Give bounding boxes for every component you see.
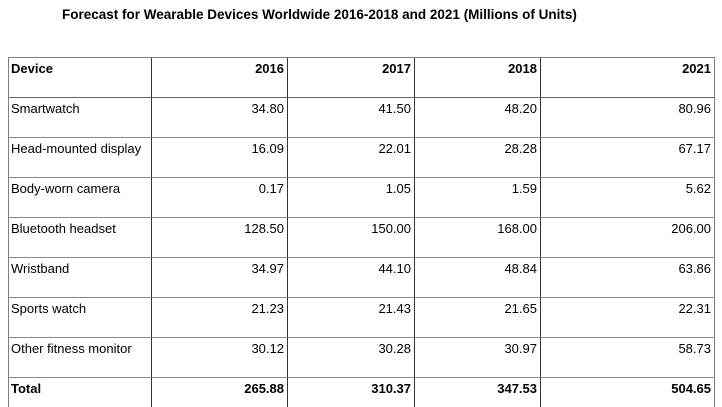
total-label-cell: Total	[9, 378, 152, 407]
table-row: Wristband 34.97 44.10 48.84 63.86	[9, 258, 715, 298]
value-cell: 28.28	[415, 138, 541, 178]
device-cell: Bluetooth headset	[9, 218, 152, 258]
table-row: Smartwatch 34.80 41.50 48.20 80.96	[9, 98, 715, 138]
value-cell: 30.12	[152, 338, 288, 378]
value-cell: 34.80	[152, 98, 288, 138]
value-cell: 30.28	[288, 338, 415, 378]
value-cell: 22.31	[541, 298, 715, 338]
device-cell: Head-mounted display	[9, 138, 152, 178]
value-cell: 206.00	[541, 218, 715, 258]
total-row: Total 265.88 310.37 347.53 504.65	[9, 378, 715, 407]
value-cell: 21.43	[288, 298, 415, 338]
value-cell: 67.17	[541, 138, 715, 178]
value-cell: 1.05	[288, 178, 415, 218]
value-cell: 48.84	[415, 258, 541, 298]
column-header-2017: 2017	[288, 58, 415, 98]
value-cell: 21.23	[152, 298, 288, 338]
value-cell: 16.09	[152, 138, 288, 178]
value-cell: 80.96	[541, 98, 715, 138]
column-header-2021: 2021	[541, 58, 715, 98]
value-cell: 41.50	[288, 98, 415, 138]
total-value-cell: 310.37	[288, 378, 415, 407]
total-value-cell: 347.53	[415, 378, 541, 407]
value-cell: 1.59	[415, 178, 541, 218]
value-cell: 150.00	[288, 218, 415, 258]
value-cell: 0.17	[152, 178, 288, 218]
value-cell: 30.97	[415, 338, 541, 378]
column-header-2016: 2016	[152, 58, 288, 98]
value-cell: 58.73	[541, 338, 715, 378]
total-value-cell: 265.88	[152, 378, 288, 407]
column-header-2018: 2018	[415, 58, 541, 98]
value-cell: 63.86	[541, 258, 715, 298]
value-cell: 5.62	[541, 178, 715, 218]
device-cell: Other fitness monitor	[9, 338, 152, 378]
value-cell: 168.00	[415, 218, 541, 258]
table-title: Forecast for Wearable Devices Worldwide …	[62, 7, 577, 22]
device-cell: Smartwatch	[9, 98, 152, 138]
value-cell: 22.01	[288, 138, 415, 178]
device-cell: Sports watch	[9, 298, 152, 338]
table-row: Head-mounted display 16.09 22.01 28.28 6…	[9, 138, 715, 178]
device-cell: Wristband	[9, 258, 152, 298]
header-row: Device 2016 2017 2018 2021	[9, 58, 715, 98]
value-cell: 44.10	[288, 258, 415, 298]
forecast-table: Device 2016 2017 2018 2021 Smartwatch 34…	[8, 57, 715, 407]
device-cell: Body-worn camera	[9, 178, 152, 218]
value-cell: 21.65	[415, 298, 541, 338]
table-row: Other fitness monitor 30.12 30.28 30.97 …	[9, 338, 715, 378]
column-header-device: Device	[9, 58, 152, 98]
value-cell: 128.50	[152, 218, 288, 258]
value-cell: 48.20	[415, 98, 541, 138]
table-row: Sports watch 21.23 21.43 21.65 22.31	[9, 298, 715, 338]
table-row: Bluetooth headset 128.50 150.00 168.00 2…	[9, 218, 715, 258]
total-value-cell: 504.65	[541, 378, 715, 407]
table-row: Body-worn camera 0.17 1.05 1.59 5.62	[9, 178, 715, 218]
value-cell: 34.97	[152, 258, 288, 298]
